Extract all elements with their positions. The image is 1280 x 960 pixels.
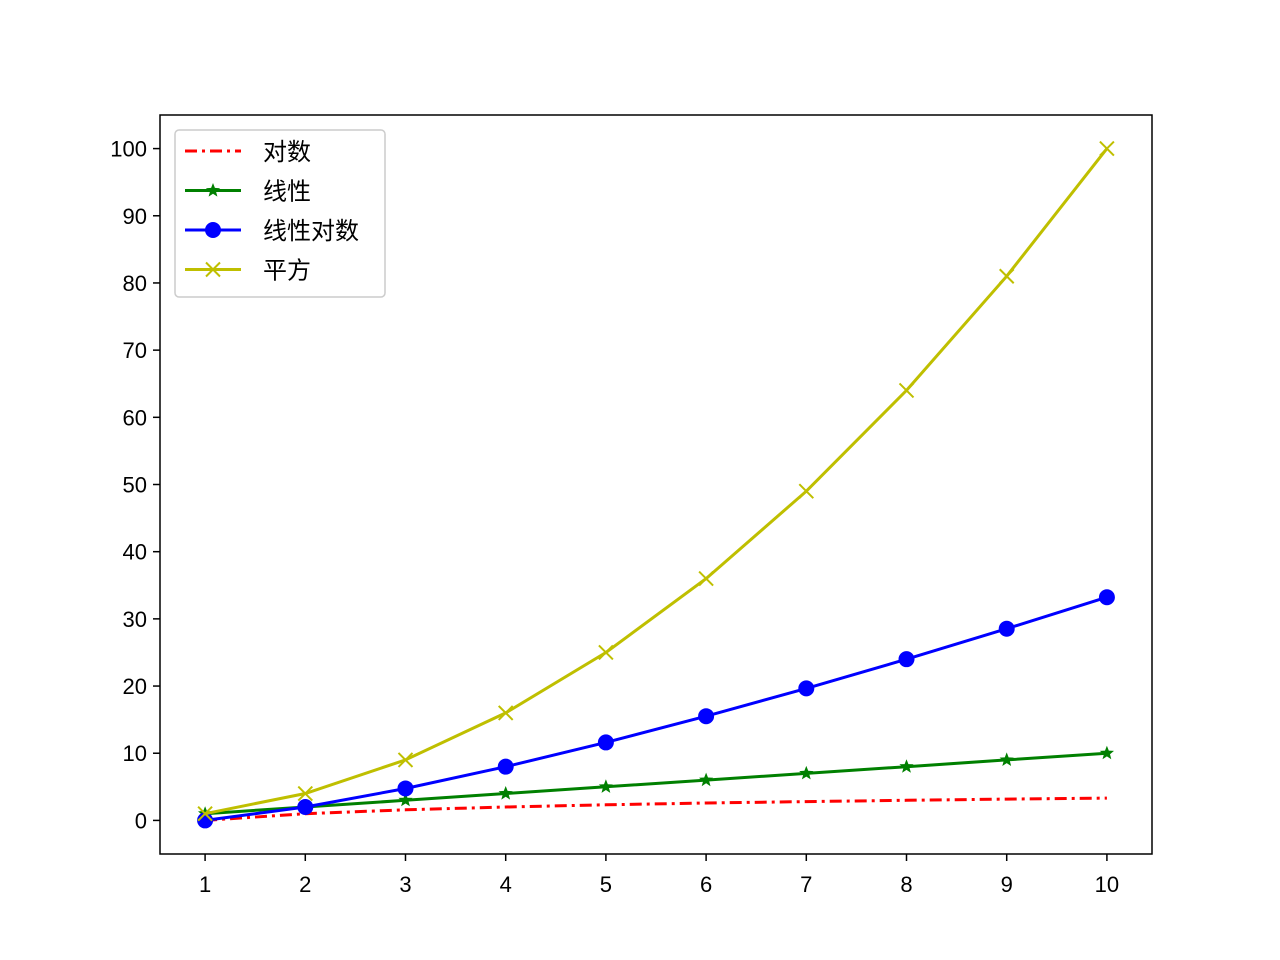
x-tick-label: 6 <box>700 872 712 897</box>
circle-marker <box>798 680 815 697</box>
x-tick-label: 2 <box>299 872 311 897</box>
x-marker <box>798 483 815 499</box>
y-tick-label: 0 <box>135 808 147 833</box>
circle-marker <box>698 708 715 725</box>
x-tick-label: 8 <box>900 872 912 897</box>
circle-marker <box>205 222 221 238</box>
x-marker <box>497 705 514 721</box>
x-tick-label: 9 <box>1001 872 1013 897</box>
x-tick-label: 4 <box>500 872 512 897</box>
x-marker <box>197 805 213 822</box>
y-tick-label: 100 <box>110 137 147 162</box>
x-marker <box>205 261 221 278</box>
star-marker <box>699 772 714 787</box>
circle-marker <box>397 780 414 797</box>
x-marker <box>698 570 714 587</box>
y-tick-label: 80 <box>123 271 147 296</box>
series-line <box>204 147 1109 816</box>
star-marker <box>1099 745 1114 760</box>
legend-box <box>174 129 386 298</box>
legend-label: 对数 <box>263 139 311 166</box>
y-tick-label: 20 <box>123 674 147 699</box>
legend-label: 线性 <box>263 179 311 206</box>
star-marker <box>999 752 1014 766</box>
legend-item: 线性 <box>185 179 311 206</box>
y-tick-label: 30 <box>123 607 147 632</box>
y-tick-label: 90 <box>123 204 147 229</box>
circle-marker <box>998 620 1015 637</box>
series-2 <box>197 589 1115 829</box>
y-tick-label: 10 <box>123 741 147 766</box>
star-marker <box>398 792 413 807</box>
circle-marker <box>1098 589 1115 606</box>
x-tick-label: 1 <box>199 872 211 897</box>
series-layer <box>197 140 1115 829</box>
x-marker <box>998 268 1015 284</box>
series-line <box>204 595 1108 822</box>
series-3 <box>197 140 1115 822</box>
x-marker <box>598 644 614 661</box>
star-marker <box>598 779 613 793</box>
star-marker <box>205 183 221 197</box>
circle-marker <box>297 798 314 815</box>
circle-marker <box>597 734 614 751</box>
x-tick-label: 7 <box>800 872 812 897</box>
legend-item: 对数 <box>185 139 311 166</box>
star-marker <box>799 765 814 780</box>
y-tick-label: 70 <box>123 338 147 363</box>
x-marker <box>898 382 915 399</box>
legend-item: 线性对数 <box>185 218 359 245</box>
y-tick-label: 60 <box>123 405 147 430</box>
circle-marker <box>497 758 514 775</box>
legend-label: 线性对数 <box>263 218 359 245</box>
x-marker <box>397 752 414 768</box>
x-marker <box>297 785 314 802</box>
legend-item: 平方 <box>185 258 311 285</box>
x-tick-label: 10 <box>1095 872 1119 897</box>
x-marker <box>1099 140 1115 157</box>
star-marker <box>498 786 513 800</box>
y-tick-label: 50 <box>123 473 147 498</box>
series-0 <box>204 796 1107 822</box>
x-tick-label: 3 <box>399 872 411 897</box>
series-line <box>204 751 1108 816</box>
star-marker <box>899 759 914 773</box>
series-line <box>204 796 1107 822</box>
legend-label: 平方 <box>263 258 311 285</box>
x-tick-label: 5 <box>600 872 612 897</box>
y-tick-label: 40 <box>123 540 147 565</box>
circle-marker <box>898 651 915 668</box>
